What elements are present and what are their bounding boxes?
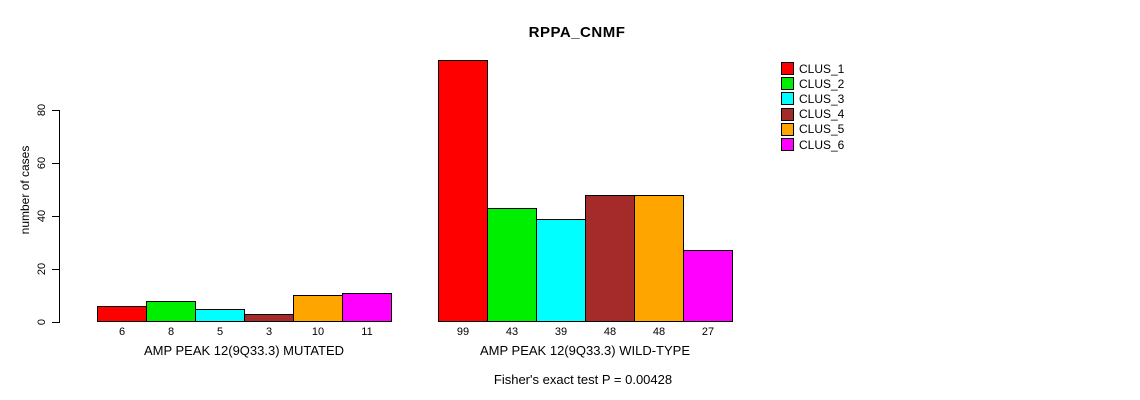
legend-swatch-icon [781,107,794,121]
legend-swatch-icon [781,138,794,152]
legend-label: CLUS_3 [799,91,845,106]
legend-item-clus_6: CLUS_6 [781,137,844,152]
legend-label: CLUS_4 [799,107,845,122]
bar-value-label: 99 [456,326,470,338]
y-tick-label: 80 [36,103,48,117]
legend-swatch-icon [781,92,794,106]
legend-label: CLUS_1 [799,61,845,76]
fisher-test-annotation: Fisher's exact test P = 0.00428 [493,372,673,387]
y-tick-mark [52,216,59,217]
bar-clus_4-group2 [585,195,635,322]
y-tick-mark [52,163,59,164]
y-axis-line [59,110,60,323]
bar-clus_1-group2 [438,60,488,322]
legend-swatch-icon [781,62,794,76]
legend-label: CLUS_6 [799,137,845,152]
legend-item-clus_5: CLUS_5 [781,122,844,137]
legend-label: CLUS_5 [799,122,845,137]
bar-value-label: 11 [361,326,373,338]
y-tick-mark [52,110,59,111]
bar-value-label: 27 [701,326,715,338]
y-tick-mark [52,322,59,323]
bar-clus_2-group2 [487,208,537,322]
bar-value-label: 8 [167,326,175,338]
bar-clus_6-group2 [683,250,733,322]
y-tick-label: 20 [36,262,48,276]
legend-item-clus_3: CLUS_3 [781,91,844,106]
legend-item-clus_4: CLUS_4 [781,107,844,122]
bar-value-label: 5 [216,326,224,338]
bar-clus_6-group1 [342,293,392,322]
y-tick-label: 40 [36,209,48,223]
bar-value-label: 39 [554,326,568,338]
bar-value-label: 3 [265,326,273,338]
legend-label: CLUS_2 [799,76,845,91]
bar-value-label: 6 [118,326,126,338]
bar-clus_3-group2 [536,219,586,322]
legend-swatch-icon [781,77,794,91]
bar-clus_5-group1 [293,295,343,322]
bar-value-label: 10 [311,326,325,338]
chart-title: RPPA_CNMF [528,24,626,41]
bar-clus_5-group2 [634,195,684,322]
category-label: AMP PEAK 12(9Q33.3) WILD-TYPE [480,343,690,358]
bar-value-label: 43 [505,326,519,338]
legend-item-clus_2: CLUS_2 [781,76,844,91]
y-tick-label: 0 [36,318,48,326]
category-label: AMP PEAK 12(9Q33.3) MUTATED [143,343,345,358]
legend-swatch-icon [781,122,794,136]
y-tick-mark [52,269,59,270]
legend: CLUS_1 CLUS_2 CLUS_3 CLUS_4 CLUS_5 CLUS_6 [781,61,844,152]
bar-clus_2-group1 [146,301,196,322]
bar-clus_4-group1 [244,314,294,322]
bar-clus_1-group1 [97,306,147,322]
bar-value-label: 48 [603,326,617,338]
y-axis-label: number of cases [18,145,32,235]
legend-item-clus_1: CLUS_1 [781,61,844,76]
bar-value-label: 48 [652,326,666,338]
y-tick-label: 60 [36,156,48,170]
bar-clus_3-group1 [195,309,245,322]
